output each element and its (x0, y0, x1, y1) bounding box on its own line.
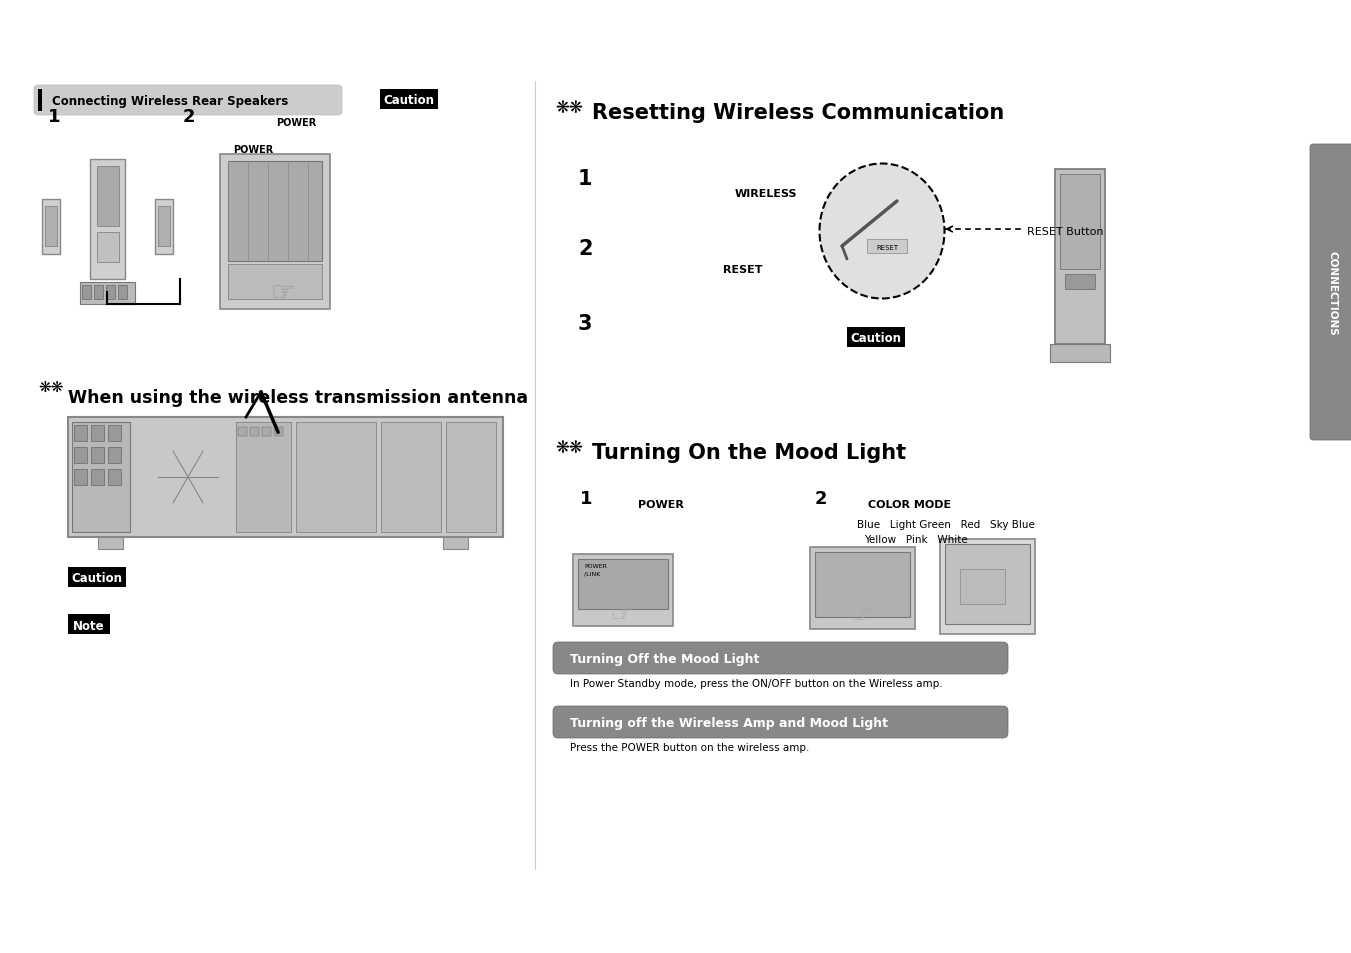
Bar (155, 200, 173, 254)
Bar (446, 422, 496, 533)
Bar (867, 240, 907, 253)
Bar (847, 328, 905, 348)
Text: WIRELESS: WIRELESS (735, 189, 797, 199)
Bar (97, 233, 119, 263)
Bar (72, 422, 130, 533)
Text: 1: 1 (580, 490, 593, 507)
Bar (296, 422, 376, 533)
Bar (274, 428, 282, 436)
Bar (108, 470, 122, 485)
Text: POWER: POWER (584, 563, 607, 568)
FancyBboxPatch shape (1310, 145, 1351, 440)
Bar (228, 162, 322, 262)
Bar (42, 200, 59, 254)
Bar (220, 154, 330, 310)
Text: 2: 2 (815, 490, 828, 507)
Text: When using the wireless transmission antenna: When using the wireless transmission ant… (68, 389, 528, 407)
Circle shape (146, 436, 230, 519)
Text: Yellow   Pink   White: Yellow Pink White (865, 535, 967, 544)
Bar (236, 422, 290, 533)
Text: ❋❋: ❋❋ (38, 379, 63, 395)
Bar (961, 569, 1005, 604)
Text: POWER: POWER (276, 118, 316, 128)
Text: Caution: Caution (384, 94, 435, 108)
Text: POWER: POWER (638, 499, 684, 510)
Bar (74, 448, 86, 463)
Bar (74, 470, 86, 485)
Text: In Power Standby mode, press the ON/OFF button on the Wireless amp.: In Power Standby mode, press the ON/OFF … (570, 679, 943, 688)
Bar (91, 448, 104, 463)
Bar (944, 544, 1029, 624)
FancyBboxPatch shape (34, 86, 342, 116)
Bar (99, 537, 123, 550)
Bar (443, 537, 467, 550)
Text: 1: 1 (578, 169, 593, 189)
Bar (573, 555, 673, 626)
Bar (68, 615, 109, 635)
Text: Connecting Wireless Rear Speakers: Connecting Wireless Rear Speakers (51, 95, 288, 109)
Bar (1065, 274, 1096, 290)
Text: RESET Button: RESET Button (1027, 227, 1104, 236)
Text: Resetting Wireless Communication: Resetting Wireless Communication (592, 103, 1004, 123)
Bar (82, 286, 91, 299)
Text: RESET: RESET (723, 265, 762, 274)
Text: RESET: RESET (875, 245, 898, 251)
Bar (381, 422, 440, 533)
FancyBboxPatch shape (553, 642, 1008, 675)
Bar (940, 539, 1035, 635)
Bar (238, 428, 247, 436)
Text: COLOR MODE: COLOR MODE (867, 499, 951, 510)
Bar (97, 167, 119, 227)
Bar (91, 426, 104, 441)
Bar (158, 207, 170, 247)
Bar (95, 286, 103, 299)
Text: 2: 2 (578, 239, 593, 258)
Bar (80, 283, 135, 305)
Bar (250, 428, 259, 436)
Text: Turning On the Mood Light: Turning On the Mood Light (592, 442, 907, 462)
Bar (262, 428, 272, 436)
Text: Caution: Caution (851, 333, 901, 345)
Bar (118, 286, 127, 299)
Text: Turning Off the Mood Light: Turning Off the Mood Light (570, 653, 759, 666)
Bar (815, 553, 911, 618)
Bar (1061, 174, 1100, 270)
Text: POWER: POWER (232, 145, 273, 154)
Text: ☞: ☞ (270, 278, 296, 307)
Bar (108, 448, 122, 463)
Text: CONNECTIONS: CONNECTIONS (1327, 251, 1337, 335)
Bar (228, 265, 322, 299)
Text: Blue   Light Green   Red   Sky Blue: Blue Light Green Red Sky Blue (857, 519, 1035, 530)
Text: ☞: ☞ (609, 599, 635, 627)
Bar (68, 417, 503, 537)
FancyBboxPatch shape (553, 706, 1008, 739)
Text: 1: 1 (49, 108, 61, 126)
Text: Caution: Caution (72, 572, 123, 585)
Text: /LINK: /LINK (584, 572, 600, 577)
Bar (91, 160, 126, 280)
Text: 3: 3 (578, 314, 593, 334)
Bar (105, 286, 115, 299)
Ellipse shape (820, 164, 944, 299)
Bar (74, 426, 86, 441)
Text: ❋❋: ❋❋ (555, 99, 582, 117)
Bar (811, 547, 915, 629)
Bar (38, 90, 42, 112)
Bar (1055, 170, 1105, 345)
Bar (91, 470, 104, 485)
Text: Note: Note (73, 618, 105, 632)
Bar (68, 567, 126, 587)
Text: Press the POWER button on the wireless amp.: Press the POWER button on the wireless a… (570, 742, 809, 752)
Bar (45, 207, 57, 247)
Bar (1050, 345, 1111, 363)
Bar (578, 559, 667, 609)
Text: ☞: ☞ (850, 600, 874, 628)
Text: Turning off the Wireless Amp and Mood Light: Turning off the Wireless Amp and Mood Li… (570, 717, 888, 730)
Bar (380, 90, 438, 110)
Text: ❋❋: ❋❋ (555, 438, 582, 456)
Bar (108, 426, 122, 441)
Text: 2: 2 (182, 108, 196, 126)
